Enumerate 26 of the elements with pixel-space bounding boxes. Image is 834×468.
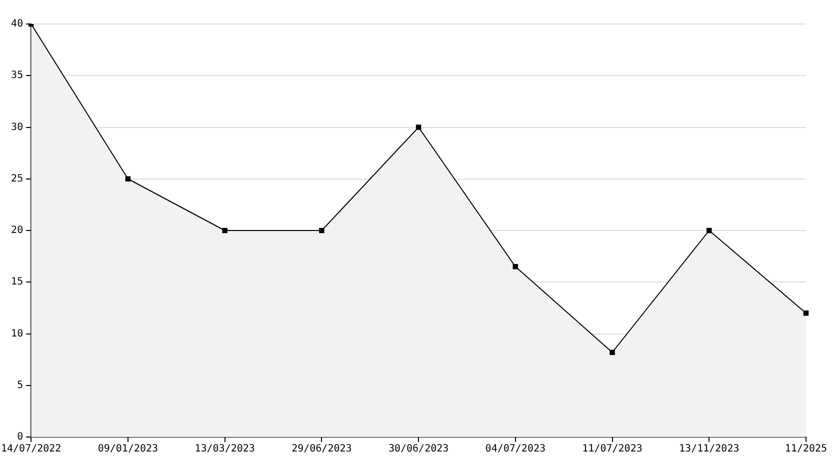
x-tick-label: 13/03/2023 — [194, 444, 255, 455]
y-tick-label: 40 — [11, 18, 24, 30]
y-tick-label: 20 — [11, 225, 24, 236]
y-tick-label: 15 — [11, 276, 24, 288]
x-tick-label: 11/07/2023 — [582, 444, 642, 455]
y-tick-label: 35 — [11, 70, 24, 82]
point — [512, 264, 518, 270]
point — [610, 350, 615, 355]
y-tick-label: 25 — [11, 173, 24, 184]
point — [319, 228, 324, 234]
point — [125, 176, 131, 182]
x-tick-label: 04/07/2023 — [485, 444, 546, 455]
x-tick-label: 29/06/2023 — [292, 444, 352, 455]
point — [803, 310, 809, 316]
x-tick-label: 11/2025 — [784, 444, 828, 455]
x-tick-label: 30/06/2023 — [388, 444, 449, 455]
point — [222, 228, 228, 234]
y-tick-label: 30 — [11, 122, 24, 133]
point — [416, 124, 422, 130]
x-tick-label: 09/01/2023 — [98, 444, 158, 455]
x-tick-label: 14/07/2022 — [0, 444, 62, 455]
y-tick-label: 0 — [17, 432, 24, 443]
y-tick-label: 5 — [17, 380, 24, 391]
y-tick-label: 10 — [11, 328, 24, 340]
x-tick-label: 13/11/2023 — [679, 444, 740, 455]
point — [706, 228, 712, 234]
